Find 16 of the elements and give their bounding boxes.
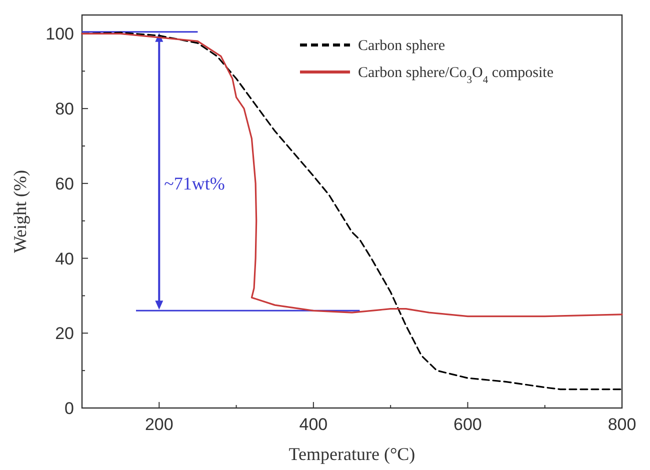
line-series [81, 32, 623, 318]
x-tick-label: 200 [144, 415, 174, 434]
legend-label: Carbon sphere [358, 38, 446, 54]
x-tick-label: 800 [608, 415, 636, 434]
legend-label: Carbon sphere/Co$_{3}$O$_{4}$ composite [358, 65, 554, 86]
y-tick-label: 100 [46, 24, 74, 44]
annotation: ~71wt% [164, 173, 225, 194]
y-tick-label: 20 [55, 324, 74, 344]
y-axis-title: Weight (%) [10, 170, 30, 254]
y-tick-label: 60 [55, 174, 74, 194]
y-tick-label: 0 [64, 399, 74, 418]
y-tick-label: 40 [55, 249, 74, 268]
x-tick-label: 600 [454, 415, 482, 434]
x-axis-title: Temperature (°C) [288, 444, 416, 464]
y-tick-label: 80 [55, 100, 74, 119]
x-tick-label: 400 [299, 415, 328, 434]
